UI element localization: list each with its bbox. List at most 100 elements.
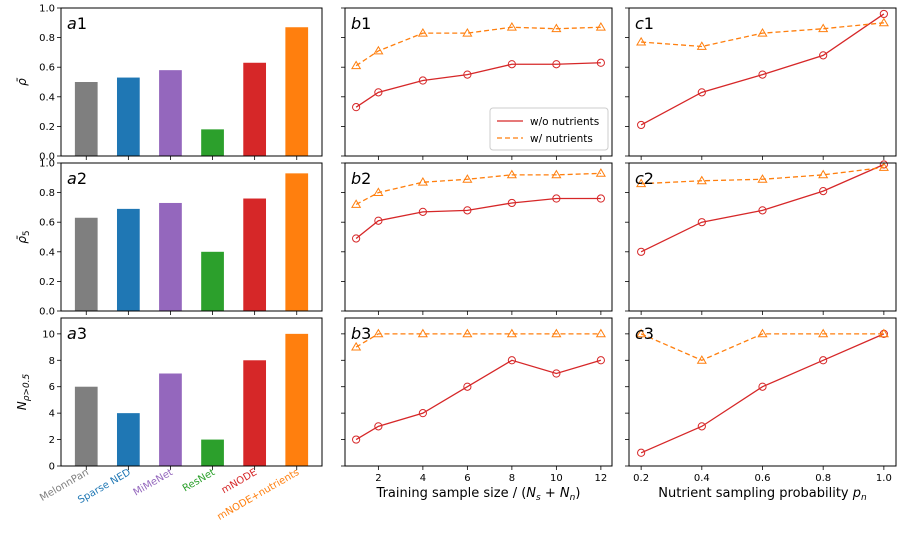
- point-w-nutrients: [417, 27, 428, 37]
- y-axis-label-sub: ρ>0.5: [22, 373, 32, 401]
- point-w-nutrients: [757, 174, 768, 183]
- point-w-nutrients: [757, 27, 768, 37]
- y-tick-label: 0.2: [39, 277, 55, 288]
- panel-label-number: 3: [361, 324, 371, 343]
- y-tick-label: 6: [49, 382, 55, 393]
- point-w-nutrients: [696, 175, 707, 185]
- point-wo-nutrients: [552, 194, 561, 203]
- x-axis-label-part: Training sample size / (: [376, 486, 527, 501]
- bar-melonnpan: [74, 82, 98, 156]
- point-w-nutrients: [351, 199, 362, 208]
- panel-label-letter: c: [635, 324, 644, 343]
- panel-label: a2: [67, 169, 87, 188]
- panel-label: c2: [635, 169, 654, 188]
- panel-label-letter: a: [67, 324, 77, 343]
- point-wo-nutrients: [879, 9, 888, 19]
- point-w-nutrients: [417, 177, 428, 186]
- bar-mnode: [243, 62, 267, 157]
- y-tick-label: 10: [42, 329, 55, 340]
- point-wo-nutrients: [596, 58, 605, 67]
- x-tick-label: 10: [550, 473, 563, 484]
- panel-label-number: 1: [361, 14, 371, 33]
- bar-resnet: [201, 129, 224, 156]
- panel-b1: w/o nutrients w/ nutrients b1: [341, 7, 613, 160]
- y-tick-label: 0.8: [39, 188, 55, 199]
- point-w-nutrients: [417, 328, 428, 338]
- panel-label: a1: [67, 14, 87, 33]
- x-tick-label: 12: [595, 473, 608, 484]
- point-w-nutrients: [462, 328, 473, 338]
- y-tick-label: 1.0: [39, 159, 55, 170]
- point-wo-nutrients: [819, 187, 828, 196]
- axes-frame: [60, 317, 323, 467]
- point-wo-nutrients: [463, 70, 472, 79]
- point-w-nutrients: [351, 341, 362, 351]
- panel-b2: b2: [341, 162, 613, 315]
- legend: w/o nutrients w/ nutrients: [489, 107, 609, 151]
- point-wo-nutrients: [552, 369, 561, 378]
- bar-resnet: [201, 251, 224, 311]
- point-wo-nutrients: [637, 448, 646, 457]
- point-w-nutrients: [595, 22, 606, 31]
- panel-label-letter: c: [635, 14, 644, 33]
- point-w-nutrients: [551, 169, 562, 179]
- legend-label-wo-nutrients: w/o nutrients: [530, 116, 599, 128]
- x-axis-label-sub: n: [570, 493, 576, 503]
- panel-label-letter: a: [67, 169, 77, 188]
- bar-mnode-nutrients: [285, 333, 309, 466]
- panel-label-number: 2: [644, 169, 654, 188]
- series-line-wo-nutrients: [640, 333, 885, 454]
- x-tick-label: 0.6: [755, 473, 771, 484]
- x-tick-label: 8: [509, 473, 515, 484]
- series-line-w-nutrients: [355, 333, 601, 348]
- point-wo-nutrients: [697, 218, 706, 227]
- panel-label-number: 2: [361, 169, 371, 188]
- panel-a1: 0.0 0.2 0.4 0.6 0.8 1.0 ρ̄ a1: [15, 4, 323, 163]
- x-tick-label: ResNet: [181, 467, 217, 494]
- bar-sparse-ned: [116, 413, 140, 466]
- panel-label-letter: a: [67, 14, 77, 33]
- x-tick-label: MiMeNet: [132, 467, 175, 498]
- point-wo-nutrients: [352, 103, 361, 112]
- point-w-nutrients: [595, 328, 606, 338]
- point-wo-nutrients: [758, 382, 767, 391]
- point-wo-nutrients: [374, 88, 383, 97]
- point-w-nutrients: [462, 27, 473, 37]
- point-w-nutrients: [878, 162, 889, 171]
- x-axis-label-part: +: [541, 486, 560, 501]
- y-tick-label: 8: [49, 356, 55, 367]
- y-tick-label: 2: [49, 435, 55, 446]
- x-tick-label: 6: [464, 473, 470, 484]
- panel-label-number: 3: [644, 324, 654, 343]
- y-axis-label: ρ̄5: [15, 230, 32, 243]
- point-wo-nutrients: [819, 356, 828, 365]
- bar-melonnpan: [74, 386, 98, 466]
- panel-label: c1: [635, 14, 654, 33]
- panel-c3: 0.2 0.4 0.6 0.8 1.0 Nutrient sampling probabi…: [625, 317, 897, 503]
- panel-label-letter: b: [351, 14, 361, 33]
- point-wo-nutrients: [507, 198, 516, 208]
- legend-box: [489, 107, 609, 151]
- point-w-nutrients: [595, 168, 606, 177]
- series-line-wo-nutrients: [355, 197, 601, 239]
- point-w-nutrients: [818, 23, 829, 33]
- axes-frame: [628, 7, 897, 157]
- bar-melonnpan: [74, 217, 98, 311]
- bar-sparse-ned: [116, 77, 140, 156]
- x-axis-label: Training sample size / (Ns + Nn): [376, 486, 581, 503]
- bar-sparse-ned: [116, 208, 140, 311]
- panel-label-letter: c: [635, 169, 644, 188]
- panel-label-letter: b: [351, 324, 361, 343]
- x-axis-label-part: N: [560, 486, 570, 501]
- point-wo-nutrients: [352, 234, 361, 243]
- bar-mnode-nutrients: [285, 27, 309, 156]
- bar-mnode: [243, 198, 267, 311]
- x-axis-label-part: ): [575, 486, 580, 501]
- panel-label: b3: [351, 324, 371, 343]
- panel-label-letter: b: [351, 169, 361, 188]
- bar-mnode-nutrients: [285, 173, 309, 311]
- point-wo-nutrients: [596, 194, 605, 203]
- point-w-nutrients: [878, 328, 889, 338]
